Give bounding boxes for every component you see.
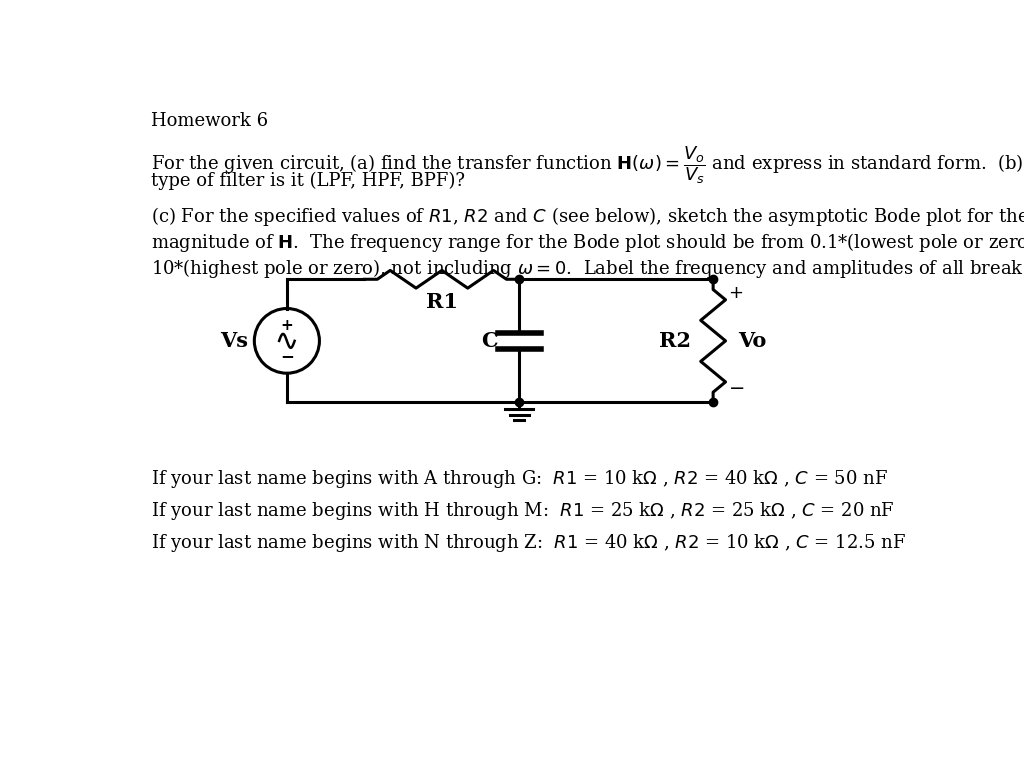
Text: Vs: Vs — [220, 331, 248, 351]
Text: −: − — [729, 379, 745, 398]
Text: If your last name begins with N through Z:  $R1$ = 40 k$\Omega$ , $R2$ = 10 k$\O: If your last name begins with N through … — [152, 531, 906, 554]
Text: type of filter is it (LPF, HPF, BPF)?: type of filter is it (LPF, HPF, BPF)? — [152, 172, 465, 190]
Text: −: − — [280, 347, 294, 366]
Text: 10*(highest pole or zero), not including $\omega = 0$.  Label the frequency and : 10*(highest pole or zero), not including… — [152, 257, 1024, 280]
Text: Homework 6: Homework 6 — [152, 112, 268, 131]
Text: +: + — [281, 318, 293, 333]
Text: Vo: Vo — [738, 331, 766, 351]
Text: For the given circuit, (a) find the transfer function $\mathbf{H}(\omega) = \dfr: For the given circuit, (a) find the tran… — [152, 144, 1024, 186]
Text: magnitude of $\mathbf{H}$.  The frequency range for the Bode plot should be from: magnitude of $\mathbf{H}$. The frequency… — [152, 230, 1024, 253]
Text: (c) For the specified values of $R1$, $R2$ and $C$ (see below), sketch the asymp: (c) For the specified values of $R1$, $R… — [152, 204, 1024, 227]
Text: If your last name begins with A through G:  $R1$ = 10 k$\Omega$ , $R2$ = 40 k$\O: If your last name begins with A through … — [152, 468, 888, 490]
Text: R2: R2 — [659, 331, 691, 351]
Text: R1: R1 — [426, 292, 458, 312]
Text: C: C — [481, 331, 499, 351]
Text: If your last name begins with H through M:  $R1$ = 25 k$\Omega$ , $R2$ = 25 k$\O: If your last name begins with H through … — [152, 500, 895, 522]
Text: +: + — [729, 284, 743, 302]
